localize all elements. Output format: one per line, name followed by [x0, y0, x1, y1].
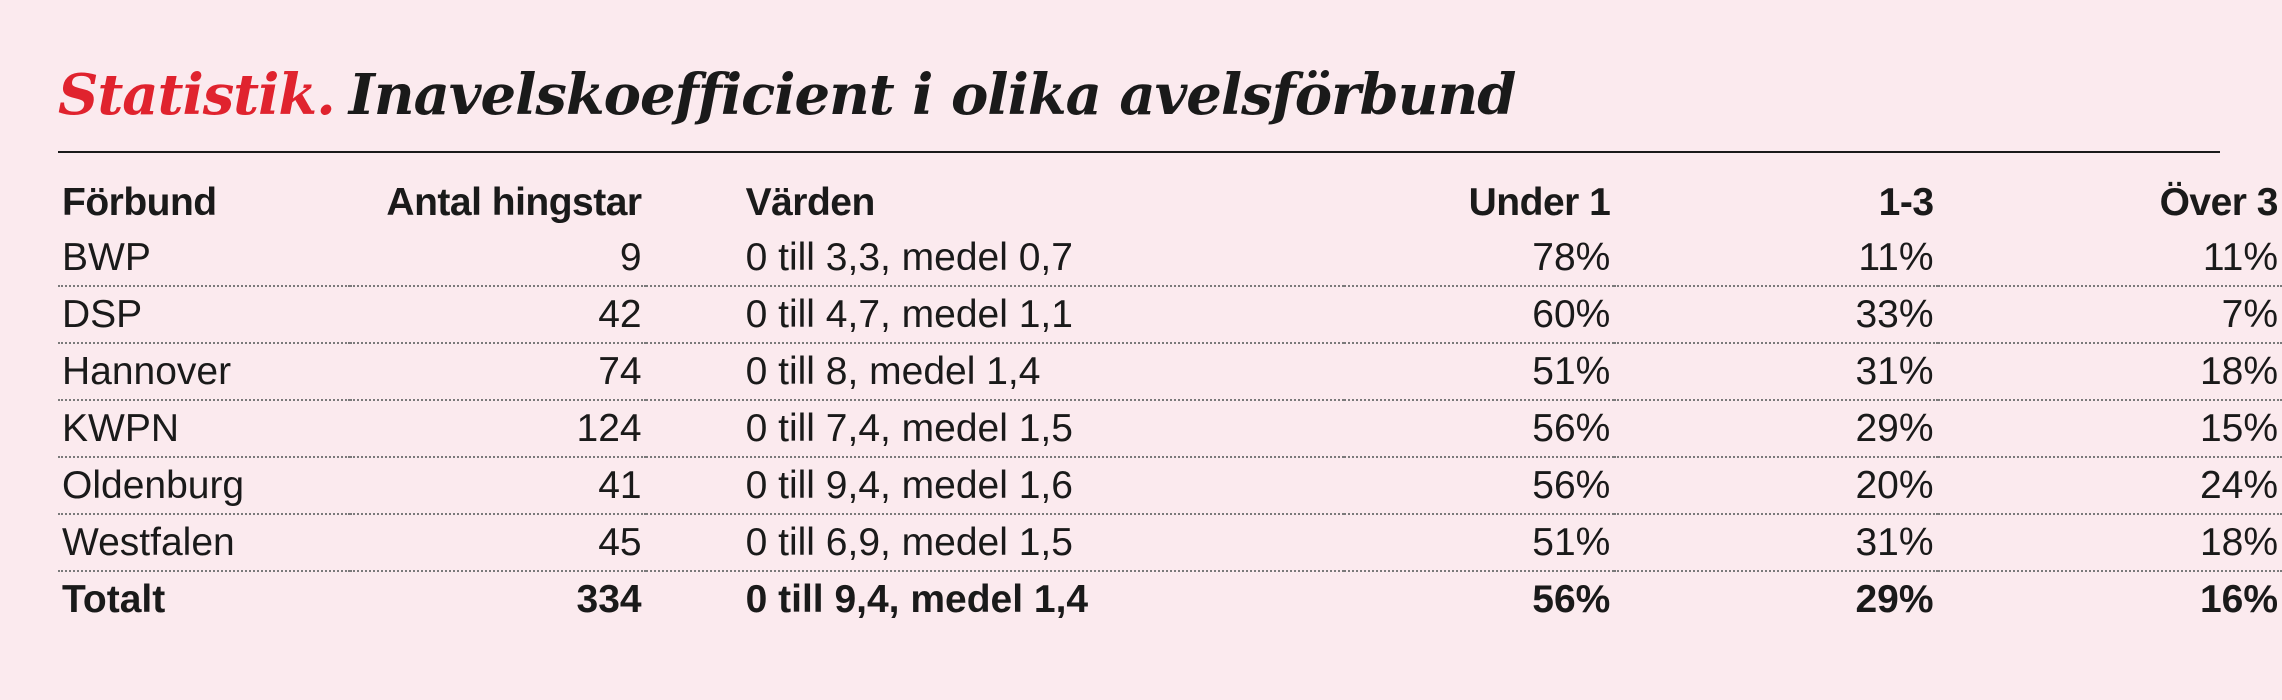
cell-antal: 74 [349, 343, 646, 401]
total-1-3: 29% [1855, 578, 1934, 621]
cell-antal: 9 [349, 230, 646, 287]
table-row: Westfalen 45 0 till 6,9, medel 1,5 51% 3… [58, 514, 2282, 572]
cell-under-1: 78% [1343, 230, 1615, 287]
table-row: Oldenburg 41 0 till 9,4, medel 1,6 56% 2… [58, 457, 2282, 515]
cell-over-3: 18% [1937, 514, 2282, 572]
table-header: Förbund Antal hingstar Värden Under 1 1-… [58, 175, 2282, 230]
header-1-3: 1-3 [1878, 181, 1934, 224]
cell-over-3: 15% [1937, 400, 2282, 458]
cell-forbund: Hannover [58, 343, 350, 401]
title-headline: Inavelskoefficient i olika avelsförbund [348, 62, 1517, 128]
cell-over-3: 7% [1937, 286, 2282, 344]
cell-under-1: 56% [1343, 400, 1615, 458]
cell-varden: 0 till 8, medel 1,4 [645, 343, 1344, 401]
cell-1-3: 11% [1614, 230, 1938, 287]
total-over-3: 16% [2199, 578, 2278, 621]
title-kicker: Statistik. [58, 62, 336, 128]
header-under-1: Under 1 [1468, 181, 1611, 224]
cell-forbund: Westfalen [58, 514, 350, 572]
header-over-3: Över 3 [2159, 181, 2279, 224]
cell-forbund: Oldenburg [58, 457, 350, 515]
cell-under-1: 60% [1343, 286, 1615, 344]
statistics-table: Förbund Antal hingstar Värden Under 1 1-… [58, 175, 2282, 627]
header-forbund: Förbund [62, 181, 217, 224]
cell-over-3: 11% [1937, 230, 2282, 287]
header-varden: Värden [745, 181, 876, 224]
table-row: BWP 9 0 till 3,3, medel 0,7 78% 11% 11% [58, 230, 2282, 287]
cell-over-3: 18% [1937, 343, 2282, 401]
cell-forbund: BWP [58, 230, 350, 287]
cell-1-3: 20% [1614, 457, 1938, 515]
total-under-1: 56% [1532, 578, 1611, 621]
cell-varden: 0 till 9,4, medel 1,6 [645, 457, 1344, 515]
cell-1-3: 29% [1614, 400, 1938, 458]
cell-over-3: 24% [1937, 457, 2282, 515]
table-row: Hannover 74 0 till 8, medel 1,4 51% 31% … [58, 343, 2282, 401]
cell-under-1: 51% [1343, 343, 1615, 401]
total-varden: 0 till 9,4, medel 1,4 [745, 578, 1089, 621]
table-row: DSP 42 0 till 4,7, medel 1,1 60% 33% 7% [58, 286, 2282, 344]
title-divider [58, 151, 2220, 153]
cell-1-3: 31% [1614, 514, 1938, 572]
total-antal: 334 [576, 578, 642, 621]
cell-antal: 45 [349, 514, 646, 572]
cell-varden: 0 till 6,9, medel 1,5 [645, 514, 1344, 572]
cell-under-1: 51% [1343, 514, 1615, 572]
header-row: Förbund Antal hingstar Värden Under 1 1-… [58, 175, 2282, 230]
total-row: Totalt 334 0 till 9,4, medel 1,4 56% 29%… [58, 571, 2282, 627]
cell-varden: 0 till 3,3, medel 0,7 [645, 230, 1344, 287]
table-body: BWP 9 0 till 3,3, medel 0,7 78% 11% 11% … [58, 230, 2282, 627]
cell-antal: 42 [349, 286, 646, 344]
cell-forbund: DSP [58, 286, 350, 344]
cell-varden: 0 till 4,7, medel 1,1 [645, 286, 1344, 344]
header-antal-hingstar: Antal hingstar [386, 181, 642, 224]
cell-antal: 41 [349, 457, 646, 515]
page-title: Statistik. Inavelskoefficient i olika ave… [58, 62, 1517, 128]
cell-under-1: 56% [1343, 457, 1615, 515]
cell-1-3: 31% [1614, 343, 1938, 401]
cell-antal: 124 [349, 400, 646, 458]
cell-forbund: KWPN [58, 400, 350, 458]
total-label: Totalt [62, 578, 166, 621]
cell-1-3: 33% [1614, 286, 1938, 344]
table-row: KWPN 124 0 till 7,4, medel 1,5 56% 29% 1… [58, 400, 2282, 458]
cell-varden: 0 till 7,4, medel 1,5 [645, 400, 1344, 458]
